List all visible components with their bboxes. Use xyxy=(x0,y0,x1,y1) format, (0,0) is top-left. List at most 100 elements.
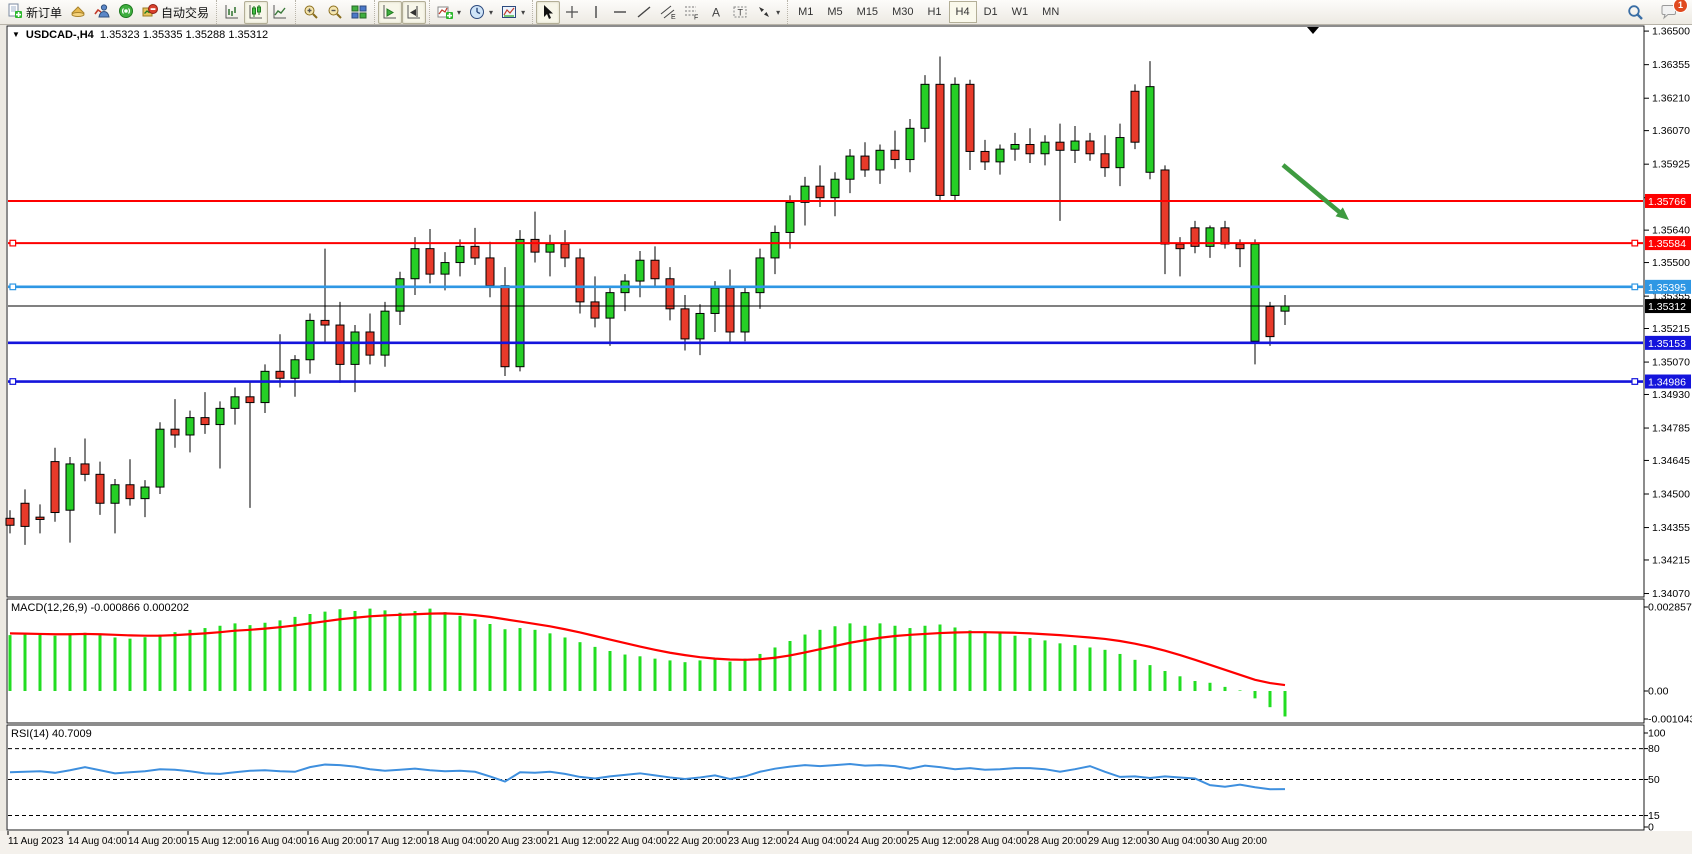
autotrading-button[interactable]: 自动交易 xyxy=(138,1,213,24)
candle-body xyxy=(935,83,945,196)
candle-body xyxy=(1055,141,1065,151)
time-tick-label: 14 Aug 20:00 xyxy=(128,836,187,847)
time-tick-label: 29 Aug 12:00 xyxy=(1088,836,1147,847)
horizontal-line-button[interactable] xyxy=(608,1,632,24)
indicators-icon xyxy=(437,6,454,19)
fibonacci-button[interactable]: F xyxy=(680,1,704,24)
community-chat-button[interactable]: 1 xyxy=(1656,0,1688,24)
price-line-badge xyxy=(1645,374,1691,389)
chart-shift-button[interactable] xyxy=(402,0,427,24)
arrows-dropdown-caret[interactable]: ▾ xyxy=(776,7,781,17)
svg-text:F: F xyxy=(694,15,698,21)
candle-body xyxy=(605,292,615,319)
search-button[interactable] xyxy=(1623,1,1648,24)
chart-shift-marker[interactable] xyxy=(1307,27,1319,34)
tile-windows-icon xyxy=(351,5,367,19)
timeframe-button-w1[interactable]: W1 xyxy=(1011,6,1029,18)
arrows-button[interactable]: ▾ xyxy=(752,1,784,24)
templates-dropdown-caret[interactable]: ▾ xyxy=(521,7,526,17)
templates-icon xyxy=(502,6,517,18)
publisher-icon xyxy=(70,3,86,22)
candle-body xyxy=(20,502,30,527)
zoom-in-icon xyxy=(304,5,318,19)
candle-body xyxy=(1250,243,1260,342)
auto-scroll-icon xyxy=(383,5,397,19)
timeframe-button-m15[interactable]: M15 xyxy=(856,6,879,18)
signals-button[interactable] xyxy=(114,1,138,24)
candle-body xyxy=(1025,144,1035,155)
macd-tick-label: -0.001043 xyxy=(1648,714,1692,726)
timeframe-button-h1[interactable]: H1 xyxy=(927,6,942,18)
indicators-dropdown-caret[interactable]: ▾ xyxy=(457,7,462,17)
candle-body xyxy=(185,417,195,436)
trendline-button[interactable] xyxy=(632,1,656,24)
candle-body xyxy=(50,461,60,514)
chart-symbol-period: USDCAD-,H4 xyxy=(25,29,94,41)
text-label-button[interactable]: T xyxy=(728,1,752,24)
price-tick-label: 1.36210 xyxy=(1652,93,1690,105)
price-tick-label: 1.34215 xyxy=(1652,554,1690,566)
line-handle[interactable] xyxy=(9,283,17,291)
line-handle[interactable] xyxy=(1631,378,1639,385)
toolbar-group-scroll xyxy=(374,0,429,24)
search-icon xyxy=(1628,4,1643,20)
candle-body xyxy=(710,287,720,314)
vertical-line-button[interactable] xyxy=(584,1,608,24)
line-handle[interactable] xyxy=(1631,239,1639,247)
price-line-badge xyxy=(1645,299,1691,314)
line-handle[interactable] xyxy=(9,239,17,247)
strategy-tester-button[interactable] xyxy=(90,1,114,24)
timeframe-button-h4[interactable]: H4 xyxy=(948,1,977,23)
chart-canvas[interactable]: 1.36500 1.36355 1.36210 1.36070 1.35925 1.357… xyxy=(0,24,1692,854)
publisher-button[interactable] xyxy=(66,1,90,24)
equidistant-channel-button[interactable]: E xyxy=(656,1,680,24)
time-tick-label: 18 Aug 04:00 xyxy=(428,836,487,847)
periods-dropdown-caret[interactable]: ▾ xyxy=(489,7,494,17)
timeframe-button-m1[interactable]: M1 xyxy=(798,6,814,18)
candle-body xyxy=(1175,243,1185,250)
timeframe-button-d1[interactable]: D1 xyxy=(983,6,998,18)
candle-body xyxy=(515,238,525,368)
candle-body xyxy=(395,278,405,312)
indicators-button[interactable]: ▾ xyxy=(433,1,465,24)
timeframe-button-m5[interactable]: M5 xyxy=(827,6,843,18)
text-button[interactable]: A xyxy=(704,1,728,24)
timeframe-button-m30[interactable]: M30 xyxy=(892,6,914,18)
new-order-button[interactable]: 新订单 xyxy=(3,1,66,24)
line-handle[interactable] xyxy=(1631,283,1639,291)
timeframe-button-mn[interactable]: MN xyxy=(1042,6,1060,18)
candle-body xyxy=(950,83,960,196)
candle-body xyxy=(350,331,360,365)
zoom-out-button[interactable] xyxy=(323,1,347,24)
candle-body xyxy=(500,285,510,368)
zoom-in-button[interactable] xyxy=(299,1,323,24)
crosshair-icon xyxy=(566,6,579,18)
toolbar-group-trade: 新订单 自动交易 xyxy=(0,0,216,24)
toolbar-group-zoom xyxy=(295,0,374,24)
bar-chart-button[interactable] xyxy=(220,1,244,24)
fibonacci-icon: F xyxy=(685,6,698,21)
auto-scroll-button[interactable] xyxy=(378,0,403,24)
text-icon: A xyxy=(712,6,720,20)
macd-panel-border xyxy=(6,598,1645,724)
candlestick-chart-button[interactable] xyxy=(244,0,269,24)
candle-body xyxy=(740,292,750,333)
line-chart-button[interactable] xyxy=(268,1,292,24)
templates-button[interactable]: ▾ xyxy=(497,1,529,24)
tile-windows-button[interactable] xyxy=(347,1,371,24)
candle-body xyxy=(35,516,45,520)
time-tick-label: 23 Aug 12:00 xyxy=(728,836,787,847)
candle-body xyxy=(695,312,705,340)
crosshair-button[interactable] xyxy=(560,1,584,24)
rsi-tick-label: 0 xyxy=(1648,822,1654,834)
chart-shift-icon xyxy=(407,5,421,19)
periods-button[interactable]: ▾ xyxy=(465,1,497,24)
line-handle[interactable] xyxy=(9,378,17,385)
cursor-button[interactable] xyxy=(536,0,561,24)
price-tick-label: 1.34500 xyxy=(1652,489,1690,501)
candle-body xyxy=(110,484,120,504)
chart-collapse-icon[interactable]: ▼ xyxy=(12,30,20,39)
candle-body xyxy=(215,407,225,426)
annotation-arrow[interactable] xyxy=(1281,163,1349,220)
